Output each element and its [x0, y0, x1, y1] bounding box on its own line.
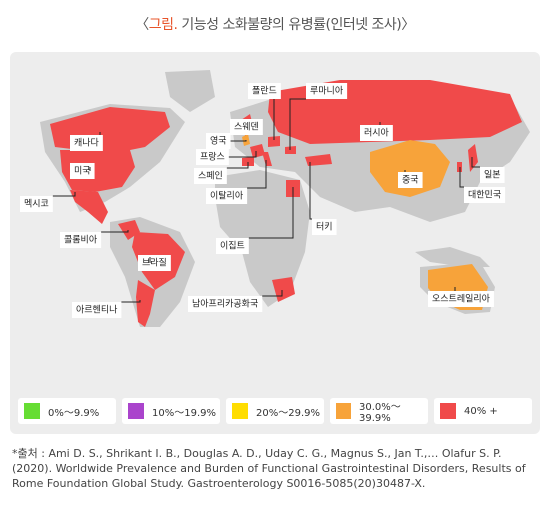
country-label: 일본: [484, 170, 501, 181]
legend-label: 30.0%～39.9%: [359, 402, 401, 424]
label-box: [206, 133, 231, 149]
country-label: 멕시코: [24, 199, 49, 210]
label-box: [138, 255, 171, 271]
leader-line: [230, 140, 247, 142]
label-box: [428, 291, 494, 307]
country-label: 이집트: [220, 240, 245, 252]
legend-item: 10%～19.9%: [122, 398, 220, 424]
title-prefix: 그림.: [148, 17, 178, 33]
country-label: 폴란드: [252, 85, 277, 97]
label-box: [70, 163, 95, 179]
country-label: 미국: [74, 166, 91, 177]
label-box: [60, 232, 102, 248]
country-label: 아르헨티나: [76, 304, 117, 316]
country-label: 이탈리아: [210, 191, 244, 202]
legend-label: 20%～29.9%: [256, 407, 320, 419]
leader-line: [247, 160, 267, 189]
label-box: [248, 83, 281, 99]
label-box: [20, 196, 53, 212]
leader-line: [289, 98, 306, 150]
label-box: [480, 167, 505, 183]
legend-label: 10%～19.9%: [152, 407, 216, 419]
leader-line: [471, 157, 480, 168]
label-box: [72, 302, 122, 318]
country-label: 루마니아: [310, 86, 344, 97]
source: *출처 : Ami D. S., Shrikant I. B., Douglas…: [12, 447, 526, 490]
label-box: [230, 119, 263, 135]
title: 〈그림. 기능성 소화불량의 유병률(인터넷 조사)〉: [0, 14, 550, 34]
legend-label: 40% +: [464, 405, 498, 417]
legend-swatch: [232, 403, 248, 419]
label-box: [360, 125, 393, 141]
legend-item: 20%～29.9%: [226, 398, 324, 424]
leader-line: [262, 290, 283, 297]
leader-line: [226, 162, 249, 169]
leader-line: [459, 167, 464, 188]
country-label: 오스트레일리아: [432, 294, 491, 305]
country-label: 대한민국: [468, 190, 501, 201]
country-label: 터키: [316, 222, 333, 233]
label-box: [70, 135, 103, 151]
country-label: 콜롬비아: [64, 235, 98, 246]
label-box: [206, 188, 248, 204]
label-box: [216, 238, 249, 254]
leader-line: [228, 151, 257, 158]
label-box: [194, 168, 227, 184]
country-label: 스페인: [198, 171, 223, 182]
legend-swatch: [440, 403, 456, 419]
label-box: [188, 296, 263, 312]
legend-item: 0%～9.9%: [18, 398, 116, 424]
leader-line: [309, 162, 312, 220]
label-box: [398, 172, 423, 188]
country-label: 러시아: [364, 128, 390, 139]
label-box: [196, 149, 229, 165]
title-text: 기능성 소화불량의 유병률(인터넷 조사)〉: [177, 17, 415, 33]
leader-line: [248, 187, 294, 239]
label-box: [464, 187, 506, 203]
legend-swatch: [336, 403, 352, 419]
legend-swatch: [24, 403, 40, 419]
leader-line: [101, 230, 129, 233]
legend-label: 0%～9.9%: [48, 407, 100, 419]
country-label: 프랑스: [200, 151, 225, 163]
legend: 0%～9.9% 10%～19.9% 20%～29.9% 30.0%～39.9% 40% …: [18, 398, 532, 424]
country-label: 중국: [402, 175, 419, 186]
country-label: 브라질: [142, 257, 167, 269]
label-box: [306, 83, 348, 99]
title-open: 〈: [135, 17, 149, 33]
leader-line: [121, 300, 141, 303]
leader-line: [52, 192, 76, 197]
country-label: 남아프리카공화국: [192, 299, 258, 310]
country-label: 캐나다: [74, 138, 100, 149]
label-box: [312, 219, 337, 235]
country-label: 영국: [210, 136, 227, 147]
country-label: 스웨덴: [234, 121, 259, 133]
legend-swatch: [128, 403, 144, 419]
legend-item: 40% +: [434, 398, 532, 424]
legend-item: 30.0%～39.9%: [330, 398, 428, 424]
